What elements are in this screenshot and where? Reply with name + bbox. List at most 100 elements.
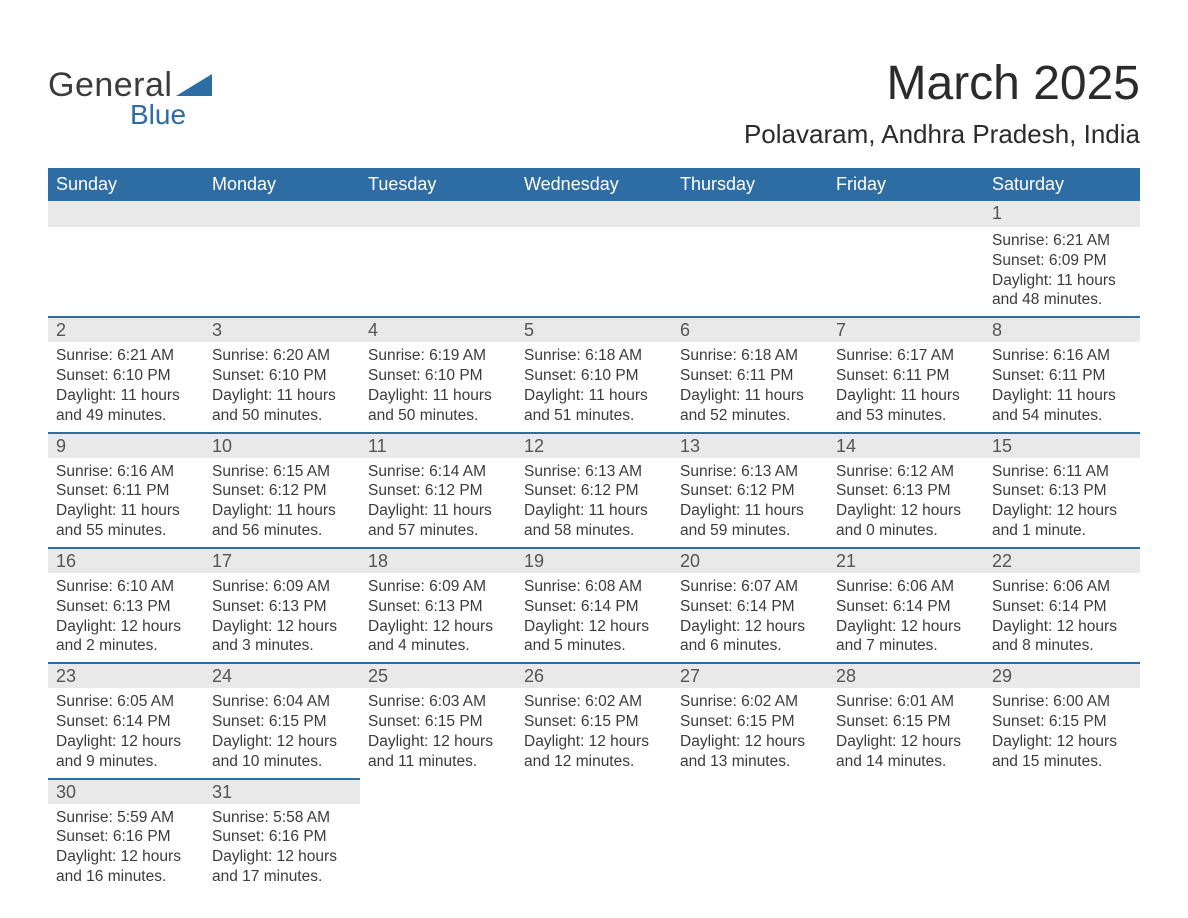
day-line: Sunrise: 6:16 AM [992,346,1132,366]
day-line-label: Sunset: [680,713,737,730]
day-line-label: Sunset: [992,252,1049,269]
day-line-value: 6:10 PM [581,367,639,384]
calendar-day-cell: 16Sunrise: 6:10 AMSunset: 6:13 PMDayligh… [48,547,204,662]
day-line: Daylight: 12 hours and 3 minutes. [212,617,352,657]
day-line: Sunrise: 5:59 AM [56,808,196,828]
day-body: Sunrise: 6:18 AMSunset: 6:10 PMDaylight:… [516,342,672,431]
day-line-value: 6:11 PM [737,367,794,384]
day-line-label: Daylight: [836,387,901,404]
day-line-label: Daylight: [992,502,1057,519]
logo-text-blue: Blue [130,99,212,131]
day-line-label: Sunrise: [56,578,117,595]
day-line: Sunset: 6:10 PM [368,366,508,386]
calendar-day-cell: 15Sunrise: 6:11 AMSunset: 6:13 PMDayligh… [984,432,1140,547]
day-line-label: Daylight: [368,502,433,519]
day-line: Sunrise: 6:16 AM [56,462,196,482]
calendar-day-cell: 25Sunrise: 6:03 AMSunset: 6:15 PMDayligh… [360,662,516,777]
day-line-label: Sunset: [56,367,113,384]
day-line-value: 6:19 AM [429,347,486,364]
calendar-day-cell: 8Sunrise: 6:16 AMSunset: 6:11 PMDaylight… [984,316,1140,431]
day-line-label: Sunrise: [56,809,117,826]
day-line-label: Sunrise: [56,463,117,480]
day-line-label: Sunset: [992,598,1049,615]
day-line-label: Sunrise: [368,578,429,595]
day-body [516,804,672,886]
day-body: Sunrise: 6:10 AMSunset: 6:13 PMDaylight:… [48,573,204,662]
day-body: Sunrise: 6:16 AMSunset: 6:11 PMDaylight:… [984,342,1140,431]
day-body [828,804,984,886]
day-line-label: Daylight: [992,387,1057,404]
day-line: Sunset: 6:15 PM [680,712,820,732]
day-line: Daylight: 12 hours and 6 minutes. [680,617,820,657]
day-line: Daylight: 11 hours and 53 minutes. [836,386,976,426]
day-line-label: Sunset: [56,482,113,499]
day-line: Daylight: 11 hours and 56 minutes. [212,501,352,541]
day-line-label: Daylight: [524,733,589,750]
day-line: Sunset: 6:13 PM [56,597,196,617]
day-line-label: Sunrise: [992,578,1053,595]
day-number-band: 21 [828,547,984,573]
day-line-value: 6:13 PM [269,598,327,615]
day-line-label: Sunrise: [524,693,585,710]
calendar-day-cell: 29 Sunrise: 6:00 AMSunset: 6:15 PM Dayligh… [984,662,1140,777]
day-line-label: Sunrise: [680,693,741,710]
day-line-value: 6:00 AM [1053,693,1110,710]
day-line-label: Sunrise: [992,693,1053,710]
day-line-value: 6:15 PM [893,713,951,730]
day-number-band: 11 [360,432,516,458]
day-body: Sunrise: 6:08 AMSunset: 6:14 PMDaylight:… [516,573,672,662]
day-line: Sunset: 6:16 PM [56,827,196,847]
calendar-day-cell [516,201,672,316]
day-body: Sunrise: 6:13 AMSunset: 6:12 PMDaylight:… [516,458,672,547]
dow-header-cell: Sunday [48,168,204,201]
day-line: Daylight: 12 hours and 13 minutes. [680,732,820,772]
logo-triangle-icon [176,70,212,101]
day-number-band: 28 [828,662,984,688]
day-number-band: 27 [672,662,828,688]
day-number-band [672,201,828,227]
day-number-band: 29 [984,662,1140,688]
day-line-value: 6:02 AM [585,693,642,710]
day-line-label: Sunset: [992,713,1049,730]
day-line: Daylight: 12 hours and 5 minutes. [524,617,664,657]
day-line: Sunrise: 6:05 AM [56,692,196,712]
day-line: Sunset: 6:15 PM [524,712,664,732]
day-number-band: 9 [48,432,204,458]
calendar-day-cell: 3Sunrise: 6:20 AMSunset: 6:10 PMDaylight… [204,316,360,431]
day-number-band [672,778,828,804]
calendar-day-cell: 22Sunrise: 6:06 AMSunset: 6:14 PMDayligh… [984,547,1140,662]
day-line: Sunrise: 6:21 AM [992,231,1132,251]
day-number-band: 10 [204,432,360,458]
day-line-label: Sunset: [368,482,425,499]
day-line-value: 6:11 AM [1053,463,1109,480]
day-line: Sunset: 6:14 PM [524,597,664,617]
header: General Blue March 2025 Polavaram, Andhr… [48,56,1140,150]
day-line: Sunrise: 6:21 AM [56,346,196,366]
day-line-value: 6:14 PM [113,713,171,730]
day-line-label: Daylight: [524,618,589,635]
day-line-value: 6:15 PM [1049,713,1107,730]
day-line: Daylight: 12 hours and 1 minute. [992,501,1132,541]
day-line-value: 6:13 PM [893,482,951,499]
day-line-label: Daylight: [212,733,277,750]
day-line: Sunrise: 6:09 AM [212,577,352,597]
day-number-band [828,201,984,227]
day-line-label: Daylight: [56,502,121,519]
day-line-label: Sunset: [680,598,737,615]
calendar-day-cell [672,201,828,316]
day-number-band: 4 [360,316,516,342]
calendar-day-cell: 24Sunrise: 6:04 AMSunset: 6:15 PMDayligh… [204,662,360,777]
day-number-band: 26 [516,662,672,688]
day-body [672,227,828,309]
day-number-band [360,201,516,227]
day-line-value: 6:13 AM [585,463,642,480]
page-subtitle: Polavaram, Andhra Pradesh, India [744,119,1140,150]
day-line-value: 6:12 PM [269,482,327,499]
day-line-value: 6:16 AM [117,463,174,480]
day-body: Sunrise: 6:15 AMSunset: 6:12 PMDaylight:… [204,458,360,547]
day-line: Sunrise: 6:03 AM [368,692,508,712]
dow-header-cell: Saturday [984,168,1140,201]
day-line-label: Daylight: [992,733,1057,750]
day-number-band: 13 [672,432,828,458]
day-line: Daylight: 11 hours and 52 minutes. [680,386,820,426]
